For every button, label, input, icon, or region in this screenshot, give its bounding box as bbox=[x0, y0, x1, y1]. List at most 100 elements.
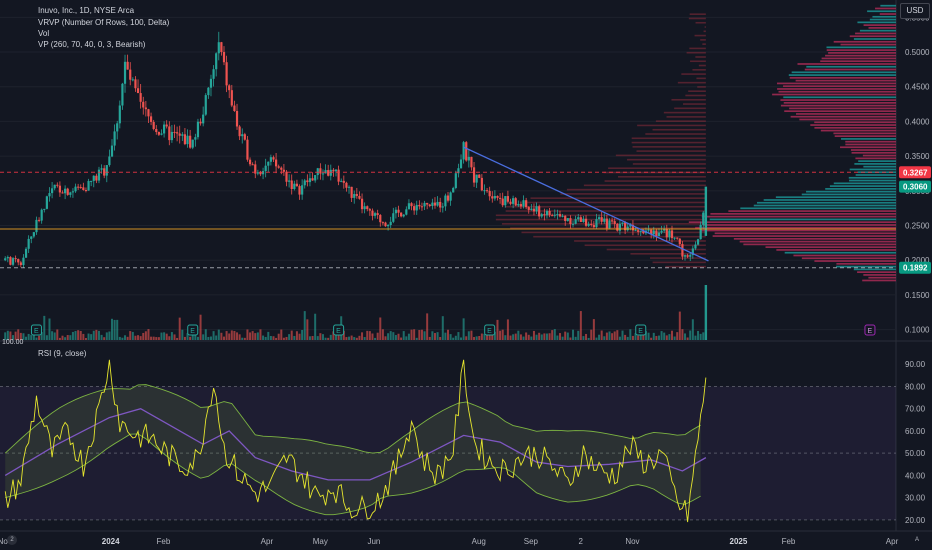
volume-bar bbox=[441, 316, 444, 340]
candle-body bbox=[452, 187, 455, 193]
volume-bar bbox=[165, 333, 168, 340]
volume-bar bbox=[176, 337, 179, 340]
candle-body bbox=[84, 190, 88, 192]
volume-bar bbox=[66, 335, 69, 340]
volume-bar bbox=[501, 329, 504, 340]
vrvp-histogram-bar bbox=[834, 135, 896, 137]
candle-body bbox=[444, 195, 447, 207]
volume-bar bbox=[590, 329, 593, 340]
volume-bar bbox=[22, 333, 25, 340]
candle-body bbox=[17, 259, 20, 263]
volume-bar bbox=[624, 334, 627, 340]
candle-body bbox=[613, 221, 616, 224]
vrvp-histogram-bar bbox=[833, 40, 896, 43]
volume-bar bbox=[288, 334, 291, 340]
candle-body bbox=[360, 198, 364, 210]
volume-bar bbox=[269, 335, 272, 340]
candle-body bbox=[423, 202, 426, 207]
vrvp-histogram-bar bbox=[799, 118, 896, 121]
volume-bar bbox=[243, 337, 246, 340]
volume-bar bbox=[9, 331, 12, 340]
volume-bar bbox=[259, 329, 262, 340]
vp-histogram-bar bbox=[636, 150, 706, 152]
volume-bar bbox=[160, 332, 163, 340]
time-axis-label: 2024 bbox=[102, 537, 120, 546]
earnings-marker bbox=[864, 324, 876, 336]
candle-body bbox=[340, 180, 343, 182]
candle-body bbox=[400, 212, 403, 217]
candle-body bbox=[259, 172, 262, 175]
volume-bar bbox=[686, 337, 689, 340]
timezone-badge[interactable]: 2 bbox=[7, 535, 17, 545]
time-axis-label: Feb bbox=[156, 537, 170, 546]
candle-body bbox=[493, 196, 496, 199]
vp-indicator-label[interactable]: VP (260, 70, 40, 0, 3, Bearish) bbox=[38, 40, 146, 49]
vrvp-histogram-bar bbox=[688, 221, 896, 224]
volume-bar bbox=[611, 333, 614, 340]
volume-bar bbox=[142, 332, 145, 340]
candle-body bbox=[532, 208, 536, 212]
volume-bar bbox=[191, 332, 194, 340]
vrvp-histogram-bar bbox=[714, 232, 896, 235]
volume-bar bbox=[32, 334, 35, 340]
vrvp-histogram-bar bbox=[855, 174, 896, 176]
volume-bar bbox=[480, 333, 483, 340]
volume-bar bbox=[592, 319, 595, 340]
volume-bar bbox=[447, 329, 449, 340]
vp-histogram-bar bbox=[627, 158, 706, 161]
vrvp-indicator-label[interactable]: VRVP (Number Of Rows, 100, Delta) bbox=[38, 18, 170, 27]
volume-bar bbox=[355, 337, 358, 340]
candle-body bbox=[446, 195, 450, 201]
volume-bar bbox=[660, 331, 663, 340]
vrvp-histogram-bar bbox=[820, 60, 896, 63]
currency-button[interactable]: USD bbox=[900, 3, 930, 19]
rsi-bollinger-fill bbox=[5, 384, 701, 515]
pane-separator-value: 100.00 bbox=[2, 339, 24, 346]
candle-body bbox=[32, 232, 35, 237]
candle-body bbox=[142, 101, 145, 108]
vp-histogram-bar bbox=[686, 51, 706, 54]
candle-body bbox=[670, 230, 674, 239]
vrvp-histogram-bar bbox=[788, 74, 896, 76]
volume-bar bbox=[40, 332, 43, 340]
volume-bar bbox=[246, 329, 249, 340]
candle-body bbox=[535, 206, 538, 212]
symbol-title[interactable]: Inuvo, Inc., 1D, NYSE Arca bbox=[38, 6, 135, 15]
candle-body bbox=[504, 196, 507, 206]
price-axis-tick: 0.4000 bbox=[905, 117, 930, 126]
candle-body bbox=[584, 218, 588, 226]
vrvp-histogram-bar bbox=[780, 99, 896, 101]
volume-bar bbox=[241, 337, 244, 340]
volume-bar bbox=[603, 336, 606, 340]
volume-bar bbox=[634, 333, 637, 340]
vp-histogram-bar bbox=[521, 231, 706, 234]
volume-indicator-label[interactable]: Vol bbox=[38, 29, 50, 38]
vrvp-histogram-bar bbox=[765, 246, 896, 249]
candle-body bbox=[139, 93, 142, 102]
rsi-axis-tick: 80.00 bbox=[905, 382, 926, 391]
vrvp-histogram-bar bbox=[840, 43, 896, 46]
candle-body bbox=[280, 167, 283, 170]
earnings-marker bbox=[333, 324, 345, 336]
volume-bar bbox=[551, 330, 554, 340]
volume-bar bbox=[147, 329, 150, 340]
vrvp-histogram-bar bbox=[868, 276, 896, 279]
vp-histogram-bar bbox=[694, 34, 706, 37]
candle-body bbox=[157, 132, 160, 135]
rsi-indicator-label[interactable]: RSI (9, close) bbox=[38, 349, 87, 358]
volume-bar bbox=[689, 330, 692, 340]
volume-bar bbox=[43, 315, 46, 340]
volume-bar bbox=[139, 336, 142, 340]
candle-body bbox=[683, 255, 687, 257]
candle-body bbox=[397, 209, 400, 213]
price-axis-tick: 0.2500 bbox=[905, 222, 930, 231]
volume-bar bbox=[92, 330, 95, 340]
price-marker-label: 0.3060 bbox=[903, 183, 928, 192]
candle-body bbox=[22, 257, 25, 266]
volume-bar bbox=[415, 337, 418, 340]
volume-bar bbox=[280, 329, 283, 340]
candle-body bbox=[569, 218, 572, 225]
auto-scale-button[interactable]: A bbox=[914, 537, 919, 543]
candle-body bbox=[525, 200, 528, 208]
